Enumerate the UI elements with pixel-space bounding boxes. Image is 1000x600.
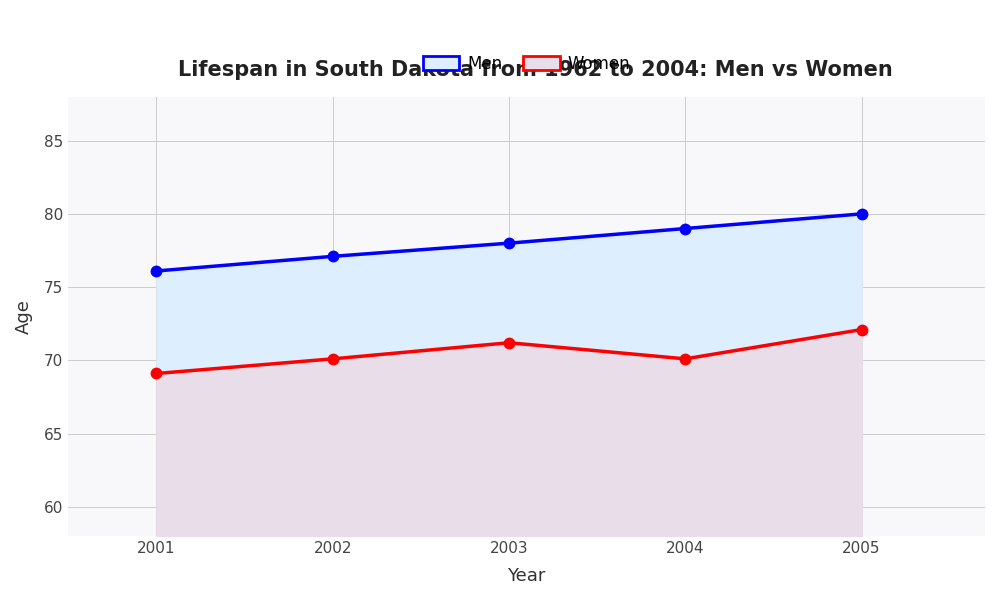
X-axis label: Year: Year	[507, 567, 546, 585]
Legend: Men, Women: Men, Women	[416, 48, 637, 79]
Text: Lifespan in South Dakota from 1962 to 2004: Men vs Women: Lifespan in South Dakota from 1962 to 20…	[178, 60, 893, 80]
Y-axis label: Age: Age	[15, 299, 33, 334]
